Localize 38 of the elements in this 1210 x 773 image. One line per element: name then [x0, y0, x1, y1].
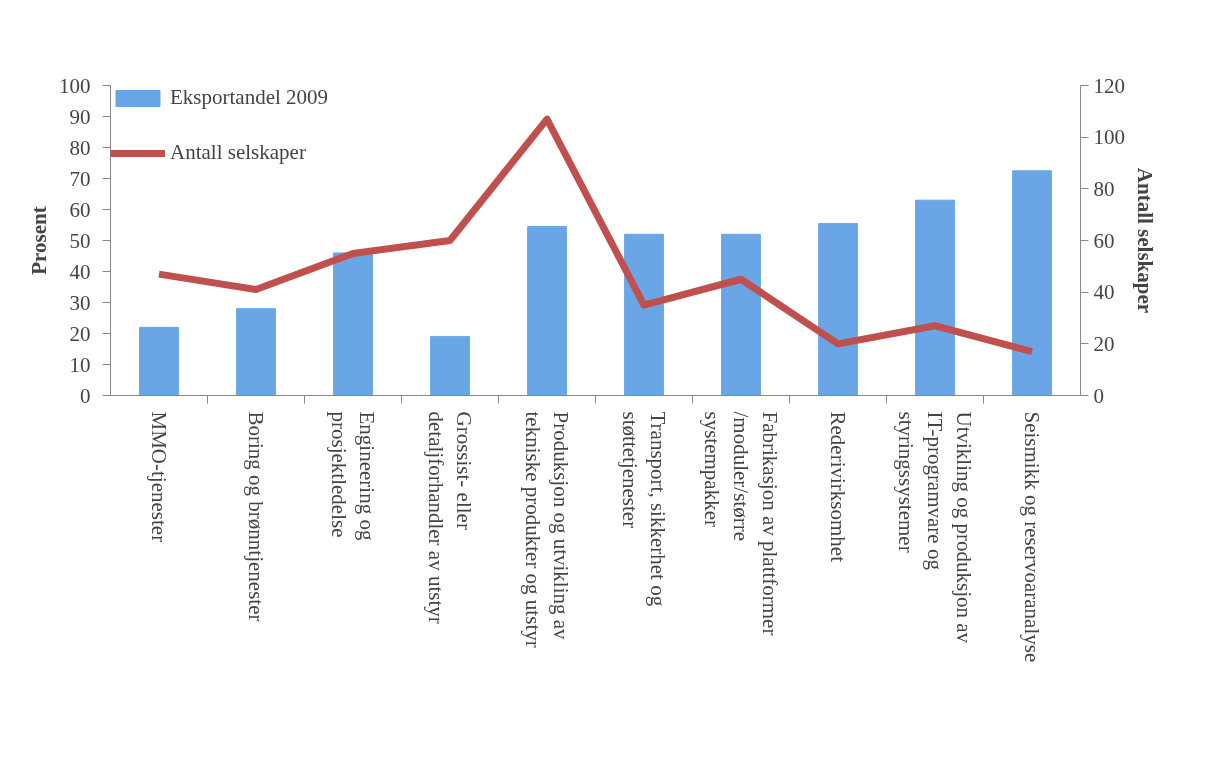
bar: [1012, 170, 1052, 396]
bar: [527, 226, 567, 396]
y-tick-label: 100: [59, 73, 91, 98]
bar: [721, 233, 761, 396]
x-tick-label: Rederivirksomhet: [826, 411, 850, 563]
y-tick-label: 90: [69, 104, 91, 129]
y-tick-label: 30: [69, 290, 91, 315]
legend-label: Antall selskaper: [170, 140, 306, 165]
y-tick-label: 80: [69, 135, 91, 160]
y-tick-label: 0: [80, 383, 91, 408]
x-tick-label: Engineering og prosjektledelse: [326, 411, 380, 541]
bar: [139, 326, 179, 396]
y-tick-label: 20: [69, 321, 91, 346]
bar: [236, 308, 276, 396]
y2-tick-label: 100: [1093, 125, 1125, 150]
y-tick-label: 70: [69, 166, 91, 191]
y-tick-label: 50: [69, 228, 91, 253]
y2-tick-label: 80: [1093, 176, 1115, 201]
y-tick-label: 60: [69, 197, 91, 222]
y2-tick-label: 0: [1093, 383, 1104, 408]
bar: [624, 233, 664, 396]
x-tick-label: MMO-tjenester: [147, 411, 171, 543]
y2-tick-label: 120: [1093, 73, 1125, 98]
x-tick-label: Utvikling og produksjon av IT-programvare og styringssystemer: [894, 411, 976, 644]
bar: [430, 336, 470, 396]
y-axis-title: Prosent: [27, 206, 51, 275]
bar: [333, 252, 373, 396]
y2-tick-label: 40: [1093, 280, 1115, 305]
bar: [818, 222, 858, 396]
y2-tick-label: 60: [1093, 228, 1115, 253]
legend-label: Eksportandel 2009: [170, 85, 329, 110]
y-tick-label: 10: [69, 352, 91, 377]
x-tick-label: Seismikk og reservoaranalyse: [1020, 411, 1044, 663]
y2-tick-label: 20: [1093, 331, 1115, 356]
x-tick-label: Boring og brønntjenester: [244, 411, 268, 622]
y-tick-label: 40: [69, 259, 91, 284]
bar: [915, 199, 955, 396]
y2-axis-title: Antall selskaper: [1133, 167, 1157, 314]
